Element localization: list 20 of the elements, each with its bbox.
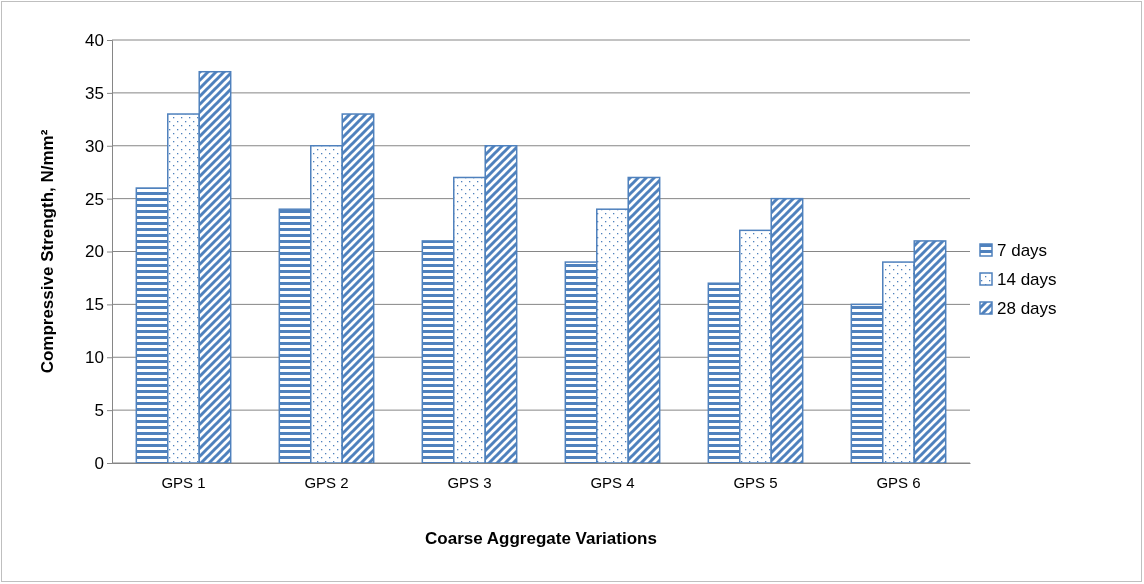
x-tick-label: GPS 5 [733,473,778,491]
y-tick-label: 10 [85,348,104,368]
y-tick-label: 40 [85,30,104,50]
legend-label: 28 days [997,299,1057,318]
y-tick-label: 15 [85,295,104,315]
legend-label: 7 days [997,241,1048,260]
y-tick-label: 30 [85,136,104,156]
x-tick-label: GPS 3 [447,473,492,491]
y-tick-label: 25 [85,189,104,209]
x-tick-label: GPS 4 [590,473,635,491]
legend-label: 14 days [997,270,1057,289]
x-tick-label: GPS 2 [304,473,349,491]
x-axis-title: Coarse Aggregate Variations [425,529,657,548]
x-tick-label: GPS 6 [876,473,921,491]
y-axis-title: Compressive Strength, N/mm² [38,129,57,374]
y-tick-label: 5 [94,401,104,421]
y-tick-label: 20 [85,242,104,262]
x-tick-label: GPS 1 [161,473,206,491]
y-tick-label: 0 [94,453,104,473]
y-tick-label: 35 [85,83,104,103]
